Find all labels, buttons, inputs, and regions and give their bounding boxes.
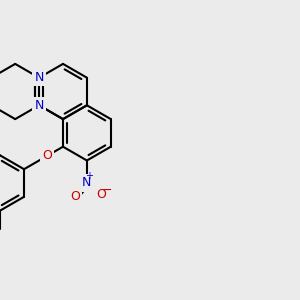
Text: O: O [42,149,52,163]
Text: −: − [102,184,112,196]
Text: N: N [82,176,92,190]
Text: N: N [34,99,44,112]
Text: O: O [96,188,106,201]
Text: O: O [70,190,80,203]
Text: N: N [34,71,44,84]
Text: +: + [85,171,93,182]
